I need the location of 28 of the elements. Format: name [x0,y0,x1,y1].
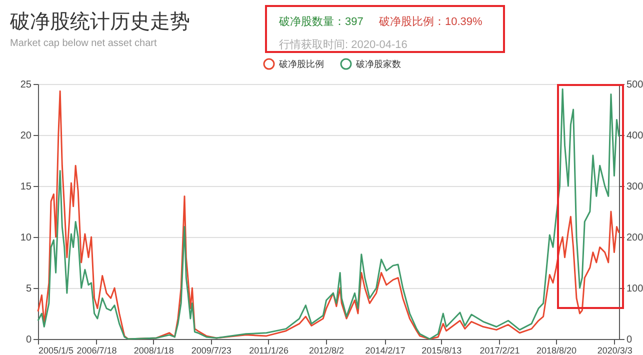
y-tick-label: 10 [20,232,32,244]
y2-tick-label: 500 [626,80,643,90]
x-tick-label: 2015/8/13 [422,346,462,355]
x-tick-label: 2018/8/20 [536,346,577,355]
y-tick-label: 0 [26,334,32,346]
chart-title: 破净股统计历史走势 [10,10,190,35]
y-tick-label: 15 [20,182,32,192]
y2-tick-label: 100 [626,284,643,294]
y-tick-label: 5 [26,284,32,294]
y2-tick-label: 400 [626,130,643,142]
y2-tick-label: 0 [626,334,632,346]
y-tick-label: 20 [20,130,32,142]
x-tick-label: 2020/3/3 [597,346,632,355]
x-tick-label: 2006/7/18 [76,346,117,355]
x-tick-label: 2012/8/2 [308,346,344,355]
x-tick-label: 2014/2/17 [365,346,406,355]
chart-subtitle: Market cap below net asset chart [10,38,157,49]
x-tick-label: 2008/1/18 [134,346,174,355]
y2-tick-label: 200 [626,232,643,244]
x-tick-label: 2009/7/23 [191,346,232,355]
y-tick-label: 25 [20,80,32,90]
info-panel: 破净股数量：397 破净股比例：10.39% 行情获取时间: 2020-04-16 [265,5,505,53]
x-tick-label: 2011/1/26 [249,346,289,355]
legend-label: 破净股比例 [278,59,324,69]
legend-label: 破净股家数 [355,59,401,69]
x-tick-label: 2017/2/21 [480,346,520,355]
x-tick-label: 2005/1/5 [38,346,74,355]
y2-tick-label: 300 [626,182,643,192]
